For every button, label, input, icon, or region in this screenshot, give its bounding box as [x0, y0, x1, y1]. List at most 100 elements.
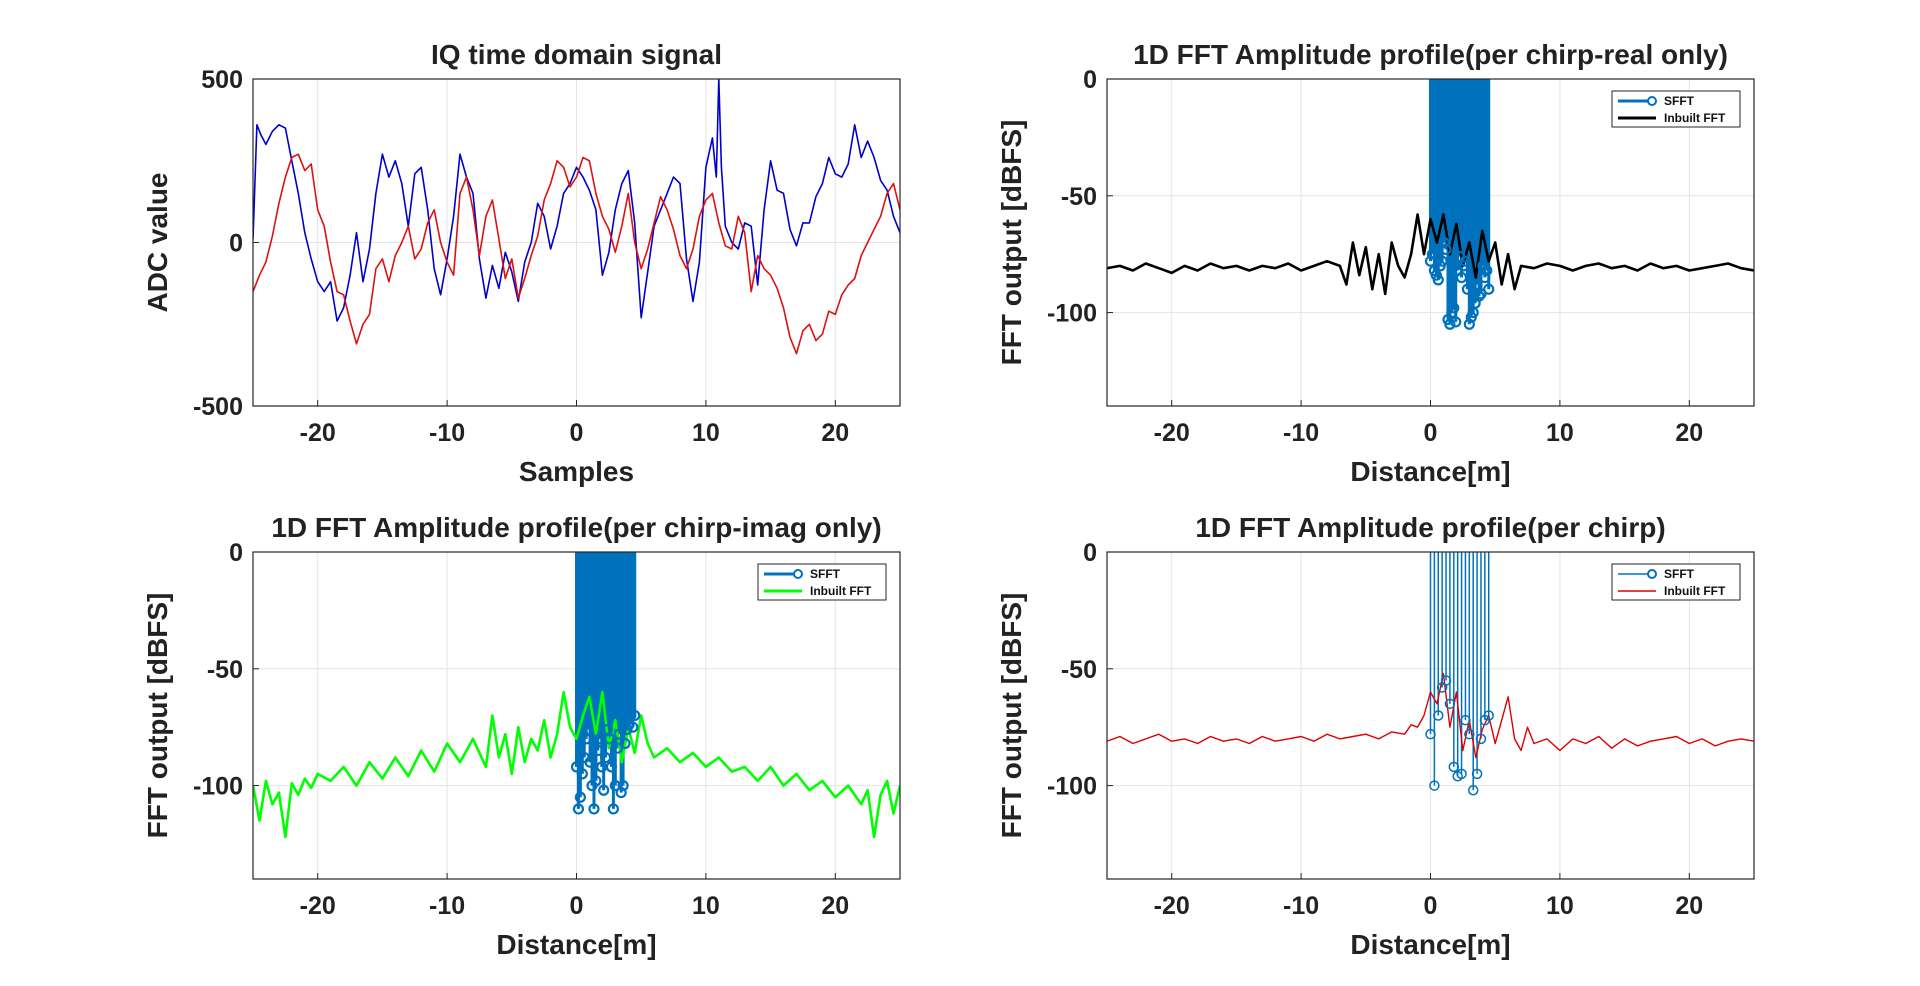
stem-marker	[1440, 243, 1452, 256]
stem-marker	[603, 733, 616, 745]
stem-marker	[576, 768, 588, 780]
legend-marker	[1647, 569, 1657, 579]
x-tick-label: -20	[300, 419, 336, 447]
legend-label: SFFT	[1664, 94, 1695, 108]
legend-label: Inbuilt FFT	[1664, 584, 1726, 598]
series-line-1	[1107, 672, 1754, 759]
stem-marker	[619, 737, 631, 750]
x-tick-label: -10	[429, 892, 465, 920]
stem-marker	[1461, 283, 1473, 295]
legend-label: SFFT	[810, 567, 841, 581]
y-tick-label: -50	[1061, 656, 1097, 684]
legend: SFFT Inbuilt FFT	[1611, 90, 1741, 128]
y-tick-label: -50	[1061, 183, 1097, 211]
x-tick-label: -10	[1283, 892, 1319, 920]
y-tick-label: 0	[229, 230, 243, 258]
x-tick-label: 10	[1546, 419, 1574, 447]
stem-marker	[609, 779, 621, 792]
stem-marker	[607, 803, 619, 815]
series-line-1	[1107, 213, 1754, 296]
stem-marker	[1471, 278, 1483, 291]
chart-title: 1D FFT Amplitude profile(per chirp)	[1195, 512, 1665, 543]
plot-content	[1107, 79, 1754, 330]
x-tick-label: -20	[300, 892, 336, 920]
stem-marker	[613, 728, 625, 740]
stem-marker	[1460, 714, 1471, 726]
y-tick-label: -500	[193, 393, 243, 421]
legend-box	[757, 563, 887, 601]
stem-marker	[1424, 255, 1437, 267]
stem-marker	[1425, 728, 1436, 740]
stem-marker	[588, 803, 600, 815]
legend-marker	[793, 569, 803, 579]
stem-marker	[615, 786, 627, 799]
y-tick-label: 0	[1083, 66, 1097, 94]
legend-label: Inbuilt FFT	[810, 584, 872, 598]
series-line-2	[253, 153, 900, 355]
stem-marker	[1481, 264, 1493, 277]
stem-marker	[611, 742, 623, 754]
stem-marker	[1459, 255, 1472, 267]
series-line-1	[253, 79, 900, 322]
y-axis-label: FFT output [dBFS]	[996, 120, 1027, 366]
stem-marker	[1432, 274, 1444, 286]
y-tick-label: 500	[201, 66, 243, 94]
x-tick-label: 20	[1675, 892, 1703, 920]
stem-marker	[1475, 288, 1487, 300]
x-tick-label: -10	[1283, 419, 1319, 447]
stem-marker	[574, 791, 586, 803]
stem-marker	[1456, 768, 1467, 780]
plot-content	[253, 79, 900, 355]
x-tick-label: 10	[692, 892, 720, 920]
stem-marker	[1429, 780, 1440, 791]
stem-marker	[625, 709, 637, 722]
x-tick-label: 20	[1675, 419, 1703, 447]
stem-marker	[627, 721, 639, 733]
stem-marker	[1473, 290, 1485, 302]
x-tick-label: 0	[1424, 419, 1438, 447]
legend-label: SFFT	[1664, 567, 1695, 581]
x-tick-label: 20	[821, 419, 849, 447]
stem-marker	[1448, 761, 1460, 773]
y-tick-label: 0	[229, 539, 243, 567]
y-tick-label: -100	[193, 773, 243, 801]
stem-marker	[592, 744, 604, 757]
legend: SFFT Inbuilt FFT	[1611, 563, 1741, 601]
stem-marker	[1444, 698, 1456, 710]
stem-marker	[582, 723, 594, 736]
chart-title: IQ time domain signal	[431, 39, 722, 70]
stem-marker	[1450, 316, 1462, 328]
stem-marker	[605, 761, 618, 773]
legend-box	[1611, 563, 1741, 601]
stem-marker	[1455, 271, 1468, 284]
chart-panel-1: -20 -10 0 10 20 -500 0 500 IQ time domain signal…	[142, 39, 901, 487]
stem-marker	[1483, 283, 1495, 295]
stem-marker	[1448, 302, 1460, 314]
stem-marker	[1464, 728, 1475, 740]
y-tick-label: -100	[1047, 773, 1097, 801]
stem-marker	[1426, 248, 1439, 260]
stem-marker	[1438, 236, 1450, 249]
series-line-1	[253, 690, 900, 839]
x-tick-label: 0	[570, 419, 584, 447]
x-axis-label: Samples	[519, 456, 634, 487]
y-tick-label: -50	[207, 656, 243, 684]
chart-title: 1D FFT Amplitude profile(per chirp-real …	[1133, 39, 1728, 70]
stem-marker	[629, 709, 641, 722]
stem-marker	[1463, 318, 1475, 330]
stem-marker	[1444, 318, 1456, 330]
x-tick-label: 0	[1424, 892, 1438, 920]
stem-marker	[1471, 768, 1483, 780]
stem-marker	[590, 775, 602, 787]
chart-title: 1D FFT Amplitude profile(per chirp-imag …	[271, 512, 881, 543]
y-axis-label: ADC value	[142, 172, 173, 312]
legend-box	[1611, 90, 1741, 128]
stem-marker	[1433, 710, 1444, 721]
stem-marker	[572, 803, 585, 815]
x-tick-label: 10	[1546, 892, 1574, 920]
plot-content	[253, 552, 900, 839]
